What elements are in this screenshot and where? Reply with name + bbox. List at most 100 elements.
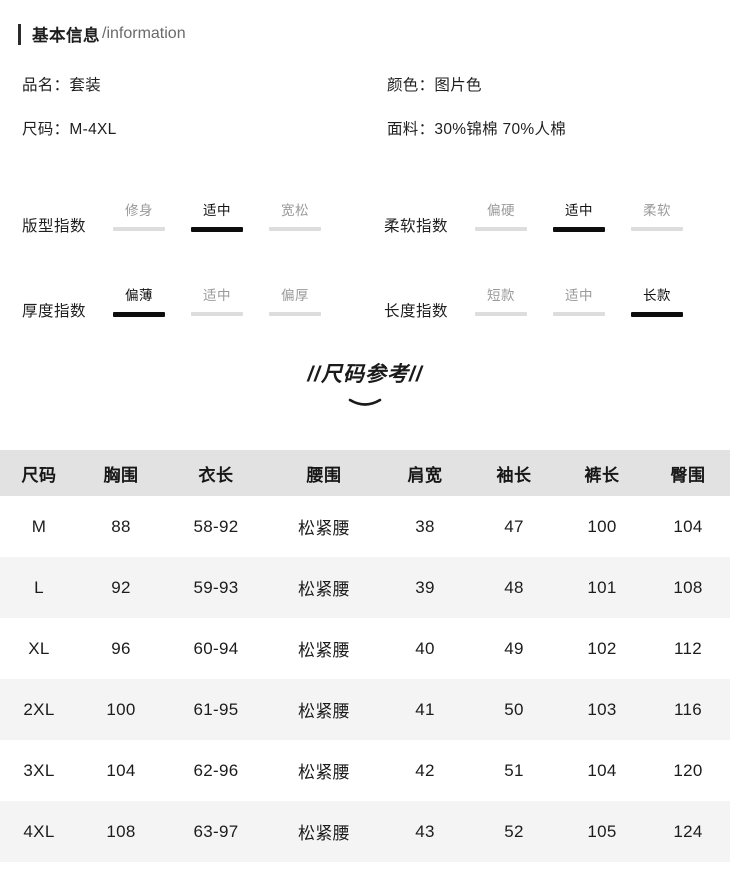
table-row: L 92 59-93 松紧腰 39 48 101 108 bbox=[0, 557, 730, 618]
index-group-fit: 版型指数 修身 适中 宽松 bbox=[0, 196, 370, 236]
index-option-bar bbox=[113, 311, 166, 317]
cell-length: 60-94 bbox=[164, 618, 268, 679]
cell-pants: 105 bbox=[558, 801, 646, 862]
column-header-pants: 裤长 bbox=[558, 450, 646, 496]
index-option-label: 偏厚 bbox=[281, 287, 310, 303]
column-header-sleeve: 袖长 bbox=[470, 450, 558, 496]
index-option-softness-medium[interactable]: 适中 bbox=[540, 201, 618, 232]
index-option-bar bbox=[631, 226, 684, 231]
cell-length: 58-92 bbox=[164, 496, 268, 557]
basic-info-grid: 品名：套装 颜色：图片色 尺码：M-4XL 面料：30%锦棉 70%人棉 bbox=[22, 62, 712, 150]
index-option-bar bbox=[191, 311, 244, 316]
cell-waist: 松紧腰 bbox=[268, 557, 380, 618]
index-option-label: 短款 bbox=[487, 287, 516, 303]
cell-pants: 103 bbox=[558, 679, 646, 740]
cell-bust: 100 bbox=[78, 679, 164, 740]
cell-length: 62-96 bbox=[164, 740, 268, 801]
title-accent-bar bbox=[18, 23, 21, 45]
index-option-bar bbox=[553, 226, 606, 232]
cell-sleeve: 47 bbox=[470, 496, 558, 557]
cell-hip: 104 bbox=[646, 496, 730, 557]
index-option-label: 偏硬 bbox=[487, 202, 516, 218]
index-option-bar bbox=[269, 226, 322, 231]
column-header-hip: 臀围 bbox=[646, 450, 730, 496]
cell-length: 59-93 bbox=[164, 557, 268, 618]
cell-hip: 124 bbox=[646, 801, 730, 862]
cell-pants: 102 bbox=[558, 618, 646, 679]
page-title: 基本信息 /information bbox=[18, 22, 186, 46]
cell-shoulder: 41 bbox=[380, 679, 470, 740]
info-row: 尺码：M-4XL 面料：30%锦棉 70%人棉 bbox=[22, 106, 712, 150]
index-option-bar bbox=[191, 226, 244, 232]
cell-size: 3XL bbox=[0, 740, 78, 801]
index-option-label: 长款 bbox=[643, 287, 672, 303]
table-header-row: 尺码 胸围 衣长 腰围 肩宽 袖长 裤长 臀围 bbox=[0, 450, 730, 496]
size-chart-table: 尺码 胸围 衣长 腰围 肩宽 袖长 裤长 臀围 M 88 58-92 松紧腰 3… bbox=[0, 450, 730, 862]
cell-sleeve: 52 bbox=[470, 801, 558, 862]
cell-size: M bbox=[0, 496, 78, 557]
table-row: 2XL 100 61-95 松紧腰 41 50 103 116 bbox=[0, 679, 730, 740]
index-option-bar bbox=[631, 311, 684, 317]
cell-waist: 松紧腰 bbox=[268, 801, 380, 862]
cell-size: 4XL bbox=[0, 801, 78, 862]
index-option-fit-medium[interactable]: 适中 bbox=[178, 201, 256, 232]
index-option-fit-slim[interactable]: 修身 bbox=[100, 201, 178, 232]
cell-shoulder: 43 bbox=[380, 801, 470, 862]
index-option-label: 偏薄 bbox=[125, 287, 154, 303]
index-group-length: 长度指数 短款 适中 长款 bbox=[370, 281, 730, 321]
index-option-length-short[interactable]: 短款 bbox=[462, 286, 540, 317]
index-option-bar bbox=[113, 226, 166, 231]
index-option-label: 适中 bbox=[203, 287, 232, 303]
cell-bust: 88 bbox=[78, 496, 164, 557]
cell-sleeve: 49 bbox=[470, 618, 558, 679]
index-option-bar bbox=[475, 311, 528, 316]
table-row: XL 96 60-94 松紧腰 40 49 102 112 bbox=[0, 618, 730, 679]
index-option-label: 宽松 bbox=[281, 202, 310, 218]
info-row: 品名：套装 颜色：图片色 bbox=[22, 62, 712, 106]
curve-arc-icon bbox=[348, 398, 382, 406]
index-title-softness: 柔软指数 bbox=[384, 218, 449, 235]
index-title-length: 长度指数 bbox=[384, 303, 449, 320]
cell-hip: 108 bbox=[646, 557, 730, 618]
index-option-bar bbox=[553, 311, 606, 316]
index-option-softness-soft[interactable]: 柔软 bbox=[618, 201, 696, 232]
info-fabric: 面料：30%锦棉 70%人棉 bbox=[387, 121, 567, 138]
index-option-label: 适中 bbox=[565, 287, 594, 303]
cell-bust: 108 bbox=[78, 801, 164, 862]
index-option-thickness-thin[interactable]: 偏薄 bbox=[100, 286, 178, 317]
index-option-fit-loose[interactable]: 宽松 bbox=[256, 201, 334, 232]
cell-size: L bbox=[0, 557, 78, 618]
index-option-bar bbox=[269, 311, 322, 316]
index-option-thickness-thick[interactable]: 偏厚 bbox=[256, 286, 334, 317]
index-options-thickness: 偏薄 适中 偏厚 bbox=[100, 286, 334, 317]
size-reference-title: //尺码参考// bbox=[307, 363, 423, 386]
cell-waist: 松紧腰 bbox=[268, 679, 380, 740]
cell-length: 63-97 bbox=[164, 801, 268, 862]
index-title-thickness: 厚度指数 bbox=[22, 303, 87, 320]
info-size-range: 尺码：M-4XL bbox=[22, 121, 117, 138]
cell-length: 61-95 bbox=[164, 679, 268, 740]
index-option-softness-hard[interactable]: 偏硬 bbox=[462, 201, 540, 232]
cell-pants: 100 bbox=[558, 496, 646, 557]
index-option-label: 适中 bbox=[203, 202, 232, 218]
cell-hip: 112 bbox=[646, 618, 730, 679]
cell-shoulder: 40 bbox=[380, 618, 470, 679]
section-title-en: /information bbox=[102, 25, 186, 42]
column-header-shoulder: 肩宽 bbox=[380, 450, 470, 496]
info-color: 颜色：图片色 bbox=[387, 77, 482, 94]
index-option-length-medium[interactable]: 适中 bbox=[540, 286, 618, 317]
index-options-length: 短款 适中 长款 bbox=[462, 286, 696, 317]
column-header-size: 尺码 bbox=[0, 450, 78, 496]
index-options-fit: 修身 适中 宽松 bbox=[100, 201, 334, 232]
index-option-label: 修身 bbox=[125, 202, 154, 218]
column-header-bust: 胸围 bbox=[78, 450, 164, 496]
index-option-thickness-medium[interactable]: 适中 bbox=[178, 286, 256, 317]
cell-size: XL bbox=[0, 618, 78, 679]
cell-bust: 104 bbox=[78, 740, 164, 801]
index-option-length-long[interactable]: 长款 bbox=[618, 286, 696, 317]
cell-pants: 104 bbox=[558, 740, 646, 801]
cell-bust: 92 bbox=[78, 557, 164, 618]
cell-waist: 松紧腰 bbox=[268, 496, 380, 557]
cell-sleeve: 48 bbox=[470, 557, 558, 618]
index-group-thickness: 厚度指数 偏薄 适中 偏厚 bbox=[0, 281, 370, 321]
